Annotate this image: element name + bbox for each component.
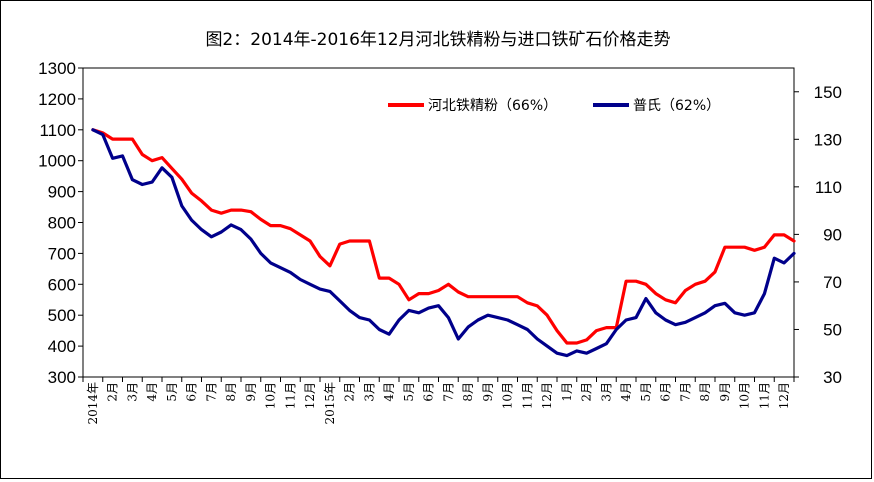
x-tick-label: 4月 bbox=[145, 382, 159, 402]
x-tick-label: 10月 bbox=[738, 382, 752, 409]
left-y-tick-label: 1200 bbox=[38, 90, 76, 109]
x-tick-label: 9月 bbox=[244, 382, 258, 402]
right-y-tick-label: 130 bbox=[814, 130, 842, 149]
x-tick-label: 7月 bbox=[204, 382, 218, 402]
x-tick-label: 4月 bbox=[619, 382, 633, 402]
x-tick-label: 2014年 bbox=[86, 382, 100, 425]
x-tick-label: 6月 bbox=[422, 382, 436, 402]
x-tick-label: 8月 bbox=[698, 382, 712, 402]
x-tick-label: 11月 bbox=[757, 382, 771, 409]
x-tick-label: 5月 bbox=[639, 382, 653, 402]
x-tick-label: 10月 bbox=[501, 382, 515, 409]
x-tick-label: 11月 bbox=[520, 382, 534, 409]
x-tick-label: 12月 bbox=[303, 382, 317, 409]
x-tick-label: 8月 bbox=[461, 382, 475, 402]
x-tick-label: 3月 bbox=[362, 382, 376, 402]
left-y-tick-label: 600 bbox=[48, 275, 76, 294]
x-tick-label: 5月 bbox=[402, 382, 416, 402]
left-y-tick-label: 800 bbox=[48, 214, 76, 233]
x-tick-label: 7月 bbox=[678, 382, 692, 402]
x-tick-label: 9月 bbox=[718, 382, 732, 402]
x-tick-label: 5月 bbox=[165, 382, 179, 402]
series-line-2 bbox=[91, 128, 796, 358]
x-tick-label: 4月 bbox=[382, 382, 396, 402]
chart-title: 图2：2014年-2016年12月河北铁精粉与进口铁矿石价格走势 bbox=[205, 30, 670, 50]
x-tick-label: 2015年 bbox=[323, 382, 337, 425]
x-tick-label: 10月 bbox=[264, 382, 278, 409]
right-y-tick-label: 90 bbox=[823, 225, 842, 244]
x-tick-label: 9月 bbox=[481, 382, 495, 402]
legend: 河北铁精粉（66%） 普氏（62%） bbox=[388, 98, 720, 114]
left-y-tick-label: 1100 bbox=[39, 121, 76, 140]
left-y-tick-label: 400 bbox=[48, 337, 76, 356]
series-line-1 bbox=[91, 128, 796, 345]
left-y-tick-label: 500 bbox=[48, 306, 76, 325]
left-y-tick-label: 1300 bbox=[38, 59, 76, 78]
right-y-tick-label: 110 bbox=[815, 178, 842, 197]
plot-area-border bbox=[82, 67, 795, 378]
left-y-tick-label: 300 bbox=[48, 368, 76, 387]
left-y-tick-label: 900 bbox=[48, 183, 76, 202]
x-tick-label: 1月 bbox=[560, 382, 574, 402]
x-tick-label: 8月 bbox=[224, 382, 238, 402]
legend-label-2: 普氏（62%） bbox=[633, 98, 720, 114]
x-tick-label: 2月 bbox=[580, 382, 594, 402]
right-y-tick-label: 50 bbox=[823, 320, 842, 339]
series-layer bbox=[91, 128, 796, 358]
x-tick-label: 2月 bbox=[343, 382, 357, 402]
x-tick-label: 12月 bbox=[540, 382, 554, 409]
x-tick-label: 3月 bbox=[599, 382, 613, 402]
x-tick-label: 2月 bbox=[106, 382, 120, 402]
x-tick-label: 3月 bbox=[125, 382, 139, 402]
left-y-tick-label: 1000 bbox=[38, 152, 76, 171]
right-y-tick-label: 150 bbox=[814, 83, 842, 102]
axes: 1300 1200 1100 1000 900 800 700 600 500 400 300 150… bbox=[38, 59, 842, 425]
x-tick-label: 7月 bbox=[441, 382, 455, 402]
x-tick-label: 6月 bbox=[185, 382, 199, 402]
x-tick-label: 6月 bbox=[659, 382, 673, 402]
right-y-tick-label: 30 bbox=[823, 368, 842, 387]
x-tick-label: 12月 bbox=[777, 382, 791, 409]
right-y-tick-label: 70 bbox=[823, 273, 842, 292]
legend-label-1: 河北铁精粉（66%） bbox=[428, 98, 557, 114]
left-y-tick-label: 700 bbox=[48, 244, 76, 263]
x-tick-label: 11月 bbox=[283, 382, 297, 409]
